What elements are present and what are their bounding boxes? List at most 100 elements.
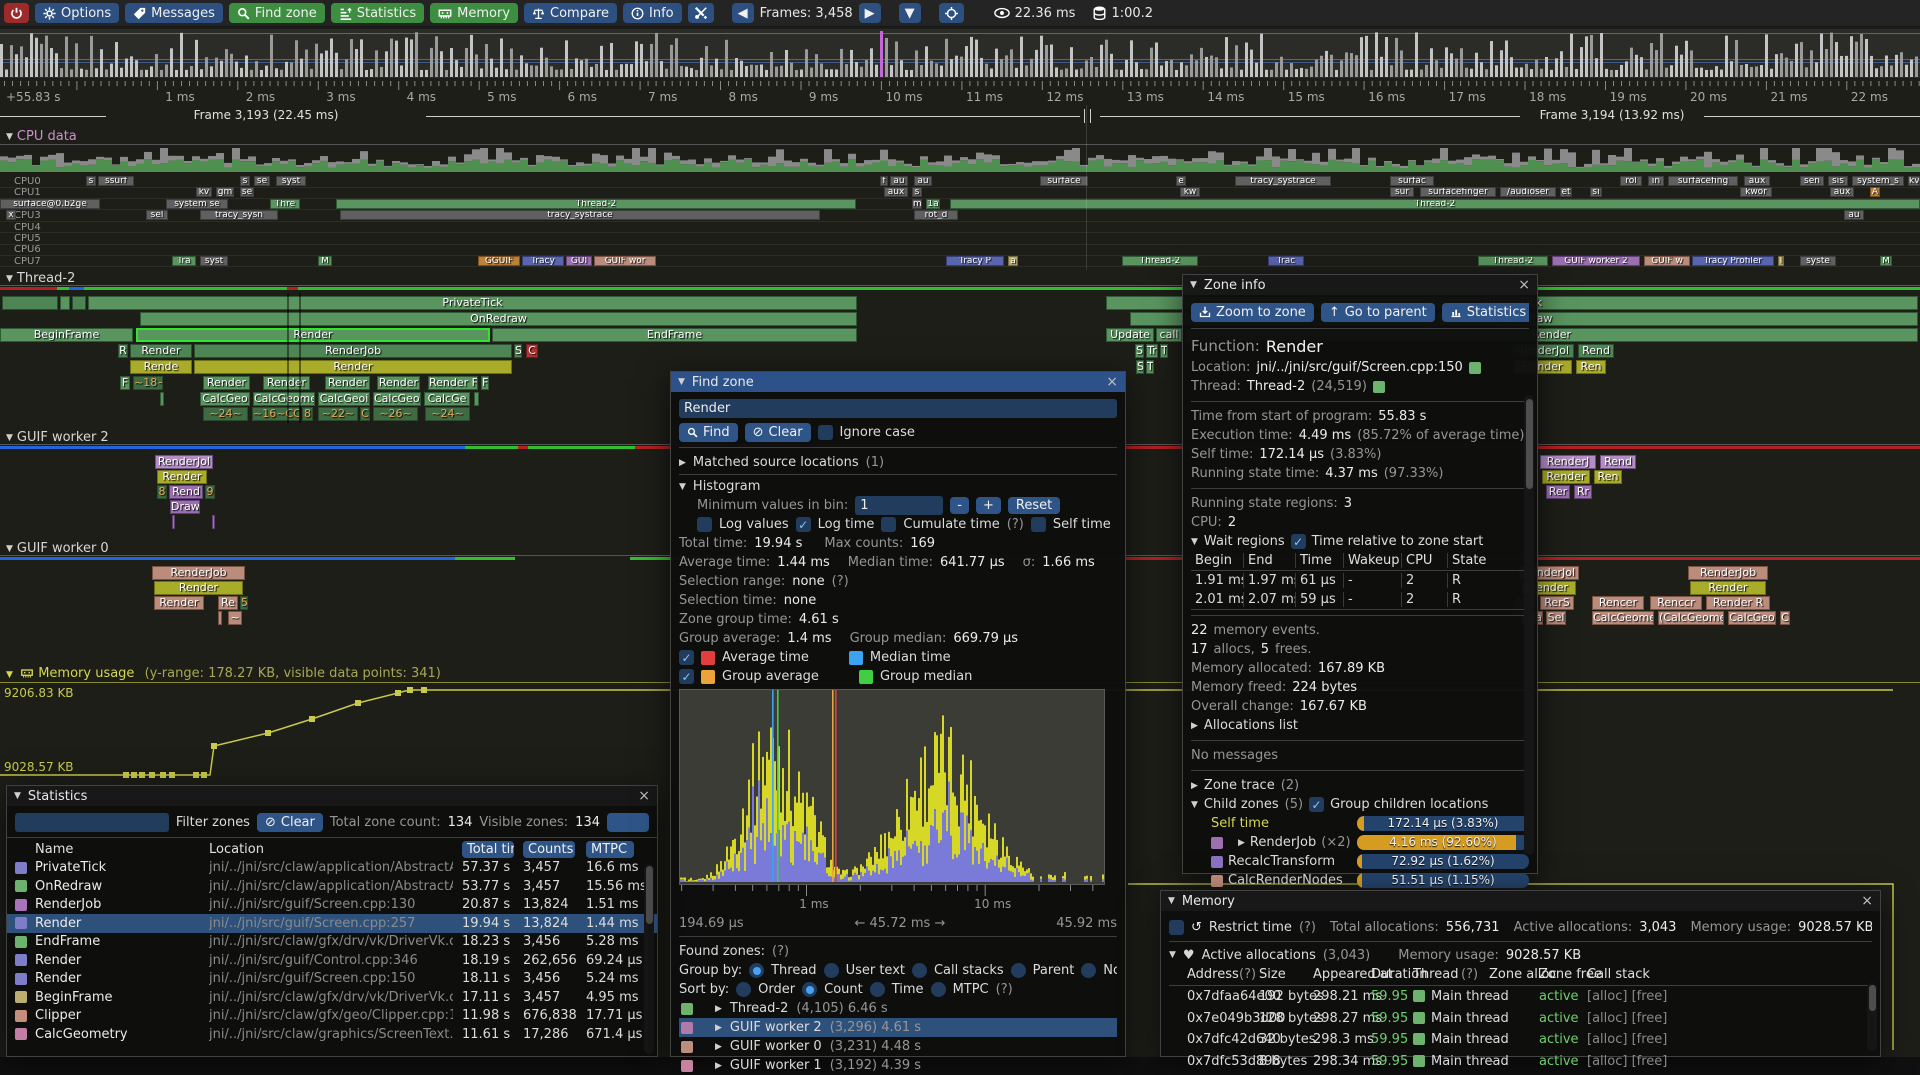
timeline-zone[interactable]: CalcGeome: [253, 392, 315, 406]
timeline-zone[interactable]: [60, 296, 70, 310]
cpu-zone[interactable]: aux: [884, 187, 908, 198]
timeline-zone[interactable]: S: [514, 344, 522, 358]
timeline-zone[interactable]: Tr: [1146, 344, 1158, 358]
zone-info-titlebar[interactable]: ▼ Zone info ×: [1183, 275, 1537, 295]
thread-header[interactable]: ▼ GUIF worker 2: [6, 430, 109, 445]
timeline-zone[interactable]: [72, 296, 86, 310]
found-zone-group[interactable]: ▶ Thread-2 (4,105) 6.46 s: [679, 999, 1117, 1018]
go-to-parent-button[interactable]: ↑ Go to parent: [1320, 302, 1435, 322]
help-icon[interactable]: (?): [1006, 517, 1024, 532]
sort-mtpc-button[interactable]: MTPC: [586, 840, 634, 858]
timeline-zone[interactable]: CalcGeoi: [373, 392, 421, 406]
statistics-row[interactable]: Render jni/../jni/src/guif/Screen.cpp:257…: [7, 914, 657, 933]
timeline-zone[interactable]: (CalcGeomet: [1658, 611, 1724, 625]
close-icon[interactable]: ×: [1861, 893, 1873, 909]
thread-header[interactable]: ▼ Thread-2: [6, 271, 76, 286]
cpu-zone[interactable]: system_s: [1852, 176, 1904, 186]
timeline-zone[interactable]: ~: [228, 611, 242, 625]
statistics-row[interactable]: Clipper jni/../jni/src/claw/gfx/geo/Clipp…: [7, 1007, 657, 1026]
group-by-radio[interactable]: [1081, 963, 1097, 978]
cpu-zone[interactable]: A: [1870, 187, 1880, 198]
group-children-checkbox[interactable]: ✓: [1309, 797, 1325, 812]
collapse-icon[interactable]: ▼: [14, 791, 21, 801]
collapse-icon[interactable]: ▼: [1191, 536, 1198, 547]
group-by-radio[interactable]: [749, 963, 765, 978]
cpu-zone[interactable]: Thread-2: [950, 198, 1920, 209]
collapse-icon[interactable]: ▼: [678, 377, 685, 387]
find-zone-titlebar[interactable]: ▼ Find zone ×: [671, 372, 1125, 392]
statistics-button[interactable]: Statistics: [330, 3, 425, 23]
timeline-zone[interactable]: Rr: [1574, 485, 1592, 499]
timeline-zone[interactable]: Renccr: [1650, 596, 1702, 610]
timeline-zone[interactable]: PrivateTick: [88, 296, 857, 310]
timeline-zone[interactable]: 8: [157, 485, 167, 499]
cpu-zone[interactable]: Thread-2: [1122, 255, 1198, 266]
child-zone-row[interactable]: Self time 172.14 µs (3.83%): [1191, 814, 1529, 833]
allocations-list-section[interactable]: Allocations list: [1203, 718, 1299, 733]
cpu-zone[interactable]: au: [890, 176, 908, 186]
statistics-titlebar[interactable]: ▼ Statistics ×: [7, 786, 657, 806]
time-ruler[interactable]: +55.83 s 1 ms 2 ms 3 ms 4 ms 5 ms 6 ms 7 ms 8 ms…: [0, 80, 1920, 104]
collapse-icon[interactable]: ▼: [1169, 950, 1176, 960]
frame-label[interactable]: Frame 3,193 (22.45 ms): [193, 108, 339, 122]
next-frame-button[interactable]: ▶: [858, 3, 881, 23]
timeline-zone[interactable]: [160, 392, 164, 406]
timeline-zone[interactable]: Re: [218, 596, 238, 610]
cpu-zone[interactable]: tracy_sysn: [200, 210, 278, 221]
zoom-to-zone-button[interactable]: Zoom to zone: [1191, 302, 1314, 322]
cpu-zone[interactable]: a: [1008, 255, 1018, 266]
timeline-zone[interactable]: RerS: [1540, 596, 1574, 610]
cpu-zone[interactable]: gm: [216, 187, 234, 198]
column-header[interactable]: Address: [1187, 967, 1239, 982]
close-icon[interactable]: ×: [638, 788, 650, 804]
help-icon[interactable]: (?): [1461, 967, 1479, 982]
wait-region-row[interactable]: 1.91 ms1.97 ms61 µs-2R: [1191, 571, 1529, 590]
cpu-zone[interactable]: GUI: [566, 255, 592, 266]
timeline-zone[interactable]: Sel: [1546, 611, 1566, 625]
statistics-row[interactable]: Render jni/../jni/src/guif/Control.cpp:34…: [7, 951, 657, 970]
histogram-section[interactable]: Histogram: [692, 479, 761, 494]
color-swatch[interactable]: [15, 935, 27, 948]
expand-icon[interactable]: ▶: [1191, 720, 1198, 731]
color-swatch[interactable]: [15, 1009, 27, 1022]
frame-select-button[interactable]: ▼: [898, 3, 921, 23]
expand-icon[interactable]: ▶: [1191, 780, 1198, 791]
expand-icon[interactable]: ▶: [715, 1060, 722, 1071]
timeline-zone[interactable]: RenderJob: [194, 344, 512, 358]
help-icon[interactable]: (?): [1298, 919, 1316, 935]
frame-overview-strip[interactable]: [0, 29, 1920, 78]
tools-button[interactable]: [687, 3, 714, 23]
clear-filter-button[interactable]: ⊘ Clear: [256, 812, 323, 832]
cpu-zone[interactable]: rol: [1620, 176, 1642, 186]
find-zone-button[interactable]: Find zone: [228, 3, 325, 23]
collapse-icon[interactable]: ▼: [1191, 799, 1198, 810]
cpu-zone[interactable]: M: [318, 255, 332, 266]
cpu-zone[interactable]: in: [1648, 176, 1664, 186]
cpu-zone[interactable]: au: [1844, 210, 1864, 221]
timeline-zone[interactable]: Render F: [428, 376, 478, 390]
zone-statistics-button[interactable]: Statistics: [1441, 302, 1529, 322]
timeline-zone[interactable]: Draw: [170, 500, 200, 514]
cpu-zone[interactable]: f: [880, 176, 888, 186]
timeline-zone[interactable]: C: [1780, 611, 1790, 625]
expand-icon[interactable]: ▶: [715, 1041, 722, 1052]
cpu-zone[interactable]: surfacefing: [1668, 176, 1738, 186]
timeline-zone[interactable]: ~26~: [373, 407, 418, 421]
zone-location[interactable]: jni/../jni/src/guif/Screen.cpp:150: [1256, 360, 1463, 375]
timeline-zone[interactable]: Ren: [1576, 360, 1606, 374]
group-by-radio[interactable]: [823, 963, 839, 978]
timeline-zone[interactable]: BeginFrame: [0, 328, 133, 342]
timeline-zone[interactable]: Rer: [1546, 485, 1570, 499]
find-zone-query-input[interactable]: Render: [679, 399, 1117, 418]
timeline-zone[interactable]: Render: [377, 376, 420, 390]
cpu-zone[interactable]: Tracy Profiler: [1692, 255, 1774, 266]
cpu-zone[interactable]: s: [912, 187, 922, 198]
timeline-zone[interactable]: F: [481, 376, 489, 390]
cpu-zone[interactable]: kwor: [1740, 187, 1772, 198]
frame-label[interactable]: Frame 3,194 (13.92 ms): [1539, 108, 1685, 122]
timeline-zone[interactable]: Rend: [169, 485, 203, 499]
group-by-radio[interactable]: [1010, 963, 1026, 978]
timeline-zone[interactable]: CalcGeome: [1592, 611, 1654, 625]
sort-by-option[interactable]: MTPC: [952, 982, 989, 997]
child-zone-row[interactable]: RecalcTransform 72.92 µs (1.62%): [1191, 852, 1529, 871]
